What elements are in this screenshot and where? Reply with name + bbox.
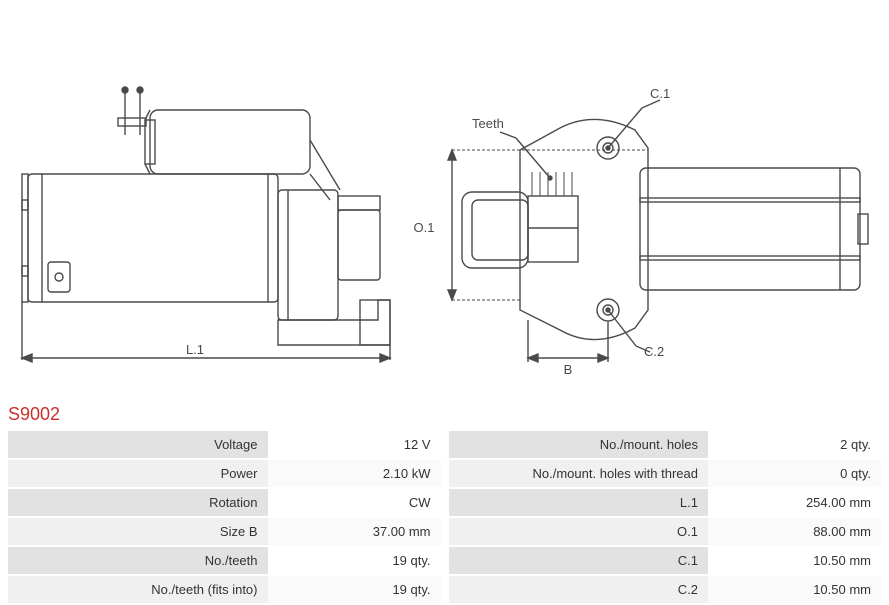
spec-row: L.1254.00 mm (449, 489, 882, 516)
leader-C1 (606, 100, 660, 150)
spec-label: O.1 (449, 518, 709, 545)
spec-label: C.2 (449, 576, 709, 603)
spec-row: O.188.00 mm (449, 518, 882, 545)
dimension-B (528, 320, 608, 362)
label-O1: O.1 (414, 220, 435, 235)
spec-label: No./mount. holes (449, 431, 709, 458)
spec-row: Power2.10 kW (8, 460, 441, 487)
spec-row: RotationCW (8, 489, 441, 516)
spec-label: No./teeth (8, 547, 268, 574)
spec-label: Voltage (8, 431, 268, 458)
part-code: S9002 (8, 404, 889, 425)
spec-value: 10.50 mm (708, 576, 881, 603)
technical-diagram: L.1 (0, 0, 889, 400)
spec-label: Size B (8, 518, 268, 545)
label-B: B (564, 362, 573, 377)
spec-label: No./teeth (fits into) (8, 576, 268, 603)
spec-label: C.1 (449, 547, 709, 574)
spec-value: 12 V (268, 431, 441, 458)
spec-label: Power (8, 460, 268, 487)
label-teeth: Teeth (472, 116, 504, 131)
spec-row: C.210.50 mm (449, 576, 882, 603)
leader-teeth (500, 132, 552, 180)
spec-value: 2.10 kW (268, 460, 441, 487)
spec-value: 254.00 mm (708, 489, 881, 516)
label-C2: C.2 (644, 344, 664, 359)
spec-value: 10.50 mm (708, 547, 881, 574)
spec-tables: Voltage12 VPower2.10 kWRotationCWSize B3… (0, 429, 889, 605)
spec-row: Size B37.00 mm (8, 518, 441, 545)
spec-row: No./teeth19 qty. (8, 547, 441, 574)
dimension-L1 (22, 302, 390, 362)
spec-label: Rotation (8, 489, 268, 516)
spec-row: No./teeth (fits into)19 qty. (8, 576, 441, 603)
label-L1: L.1 (186, 342, 204, 357)
spec-row: No./mount. holes2 qty. (449, 431, 882, 458)
spec-value: 2 qty. (708, 431, 881, 458)
spec-table-left: Voltage12 VPower2.10 kWRotationCWSize B3… (8, 429, 441, 605)
right-view (462, 119, 868, 339)
spec-row: No./mount. holes with thread0 qty. (449, 460, 882, 487)
spec-value: 0 qty. (708, 460, 881, 487)
spec-value: 19 qty. (268, 576, 441, 603)
spec-value: CW (268, 489, 441, 516)
spec-value: 37.00 mm (268, 518, 441, 545)
spec-value: 88.00 mm (708, 518, 881, 545)
left-view (22, 87, 390, 345)
spec-label: L.1 (449, 489, 709, 516)
label-C1: C.1 (650, 86, 670, 101)
spec-row: C.110.50 mm (449, 547, 882, 574)
spec-value: 19 qty. (268, 547, 441, 574)
spec-row: Voltage12 V (8, 431, 441, 458)
spec-table-right: No./mount. holes2 qty.No./mount. holes w… (449, 429, 882, 605)
spec-label: No./mount. holes with thread (449, 460, 709, 487)
